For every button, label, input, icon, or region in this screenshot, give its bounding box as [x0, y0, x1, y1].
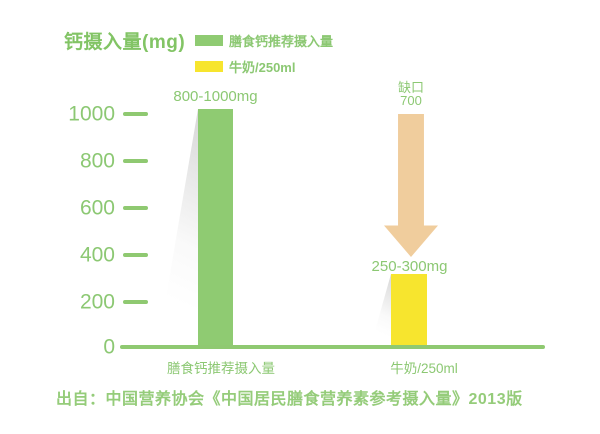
y-tick-label-800: 800	[79, 149, 115, 173]
bar-shadow-recommended	[158, 109, 198, 345]
y-tick-label-0: 0	[103, 335, 115, 359]
bar-value-label-milk: 250-300mg	[371, 258, 448, 275]
down-arrow-icon	[384, 114, 438, 257]
y-tick-mark	[123, 206, 148, 210]
y-tick-label-400: 400	[79, 243, 115, 267]
y-tick-mark	[123, 112, 148, 116]
y-tick-mark	[123, 253, 148, 257]
y-tick-label-600: 600	[79, 196, 115, 220]
y-tick-mark	[123, 159, 148, 163]
gap-annotation: 缺口 700	[376, 81, 446, 107]
chart-title: 钙摄入量(mg)	[64, 32, 186, 53]
bar-milk	[391, 274, 427, 345]
bar-recommended-intake	[198, 109, 233, 345]
gap-annotation-line1: 缺口	[397, 80, 424, 95]
legend-swatch-green	[195, 35, 223, 46]
bar-value-label-recommended: 800-1000mg	[173, 88, 258, 105]
legend-swatch-yellow	[195, 61, 223, 72]
legend-label: 膳食钙推荐摄入量	[229, 34, 334, 49]
source-citation: 出自：中国营养协会《中国居民膳食营养素参考摄入量》2013版	[56, 391, 523, 408]
legend: 膳食钙推荐摄入量 牛奶/250ml	[195, 31, 333, 76]
legend-item-milk: 牛奶/250ml	[195, 57, 333, 76]
x-axis-line	[120, 345, 545, 349]
y-tick-label-1000: 1000	[68, 102, 115, 126]
legend-item-recommended: 膳食钙推荐摄入量	[195, 31, 333, 50]
x-category-label-milk: 牛奶/250ml	[390, 361, 458, 376]
gap-annotation-line2: 700	[400, 93, 422, 108]
y-tick-mark	[123, 300, 148, 304]
x-category-label-recommended: 膳食钙推荐摄入量	[167, 361, 275, 376]
bar-shadow-milk	[371, 274, 391, 345]
y-tick-label-200: 200	[79, 290, 115, 314]
legend-label: 牛奶/250ml	[229, 60, 296, 75]
